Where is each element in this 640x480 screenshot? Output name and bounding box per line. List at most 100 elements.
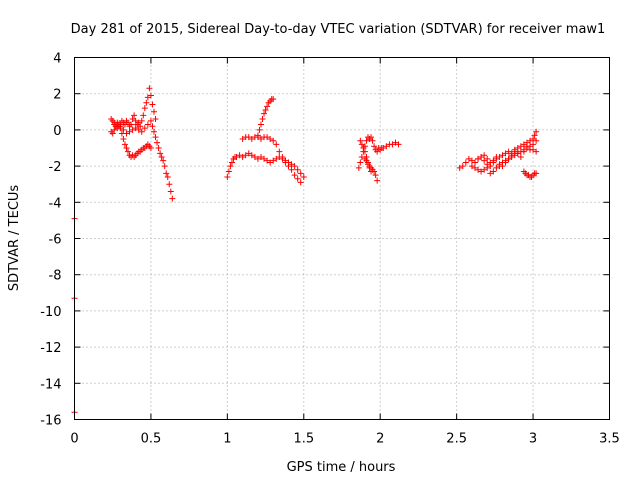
data-point (120, 126, 127, 133)
data-point (360, 145, 367, 151)
data-point (484, 164, 491, 171)
data-point (245, 150, 252, 157)
data-point (361, 148, 368, 155)
y-tick-label: -16 (40, 414, 61, 429)
y-tick-label: 4 (53, 52, 61, 67)
data-point (135, 126, 142, 133)
data-point (262, 106, 269, 113)
data-point (248, 135, 255, 142)
data-point (254, 155, 261, 162)
data-point (125, 119, 131, 126)
data-point (288, 166, 295, 173)
data-point (147, 117, 154, 124)
data-point (481, 157, 488, 164)
data-point (121, 121, 128, 128)
data-point (228, 159, 235, 166)
y-tick-label: -4 (49, 196, 62, 211)
data-point (273, 155, 280, 162)
data-point (471, 159, 478, 166)
data-point (372, 172, 379, 179)
data-point (270, 157, 277, 164)
data-point (242, 152, 249, 159)
data-point (146, 85, 153, 92)
data-point (527, 146, 534, 153)
data-point (150, 128, 157, 135)
data-point (157, 150, 164, 157)
data-point (261, 110, 268, 117)
data-point (123, 130, 130, 137)
data-point (355, 164, 362, 171)
data-point (270, 137, 277, 144)
data-point (514, 145, 521, 151)
data-point (490, 168, 497, 175)
data-point (160, 157, 167, 164)
data-point (499, 163, 506, 170)
data-point (291, 163, 298, 170)
data-point (251, 154, 258, 161)
data-point (137, 123, 144, 130)
data-point (257, 154, 264, 161)
data-point (236, 152, 243, 159)
y-tick-label: -6 (49, 233, 62, 248)
series-arc-3 (355, 134, 402, 175)
x-tick-label: 0 (70, 432, 78, 447)
data-point (111, 126, 118, 133)
data-point (297, 179, 304, 186)
data-point (380, 145, 387, 151)
data-point (527, 137, 534, 144)
data-point (533, 137, 540, 144)
data-point (392, 139, 399, 146)
series-arc-3b (361, 155, 381, 184)
data-point (481, 152, 488, 159)
data-point (144, 121, 151, 128)
data-point (114, 121, 121, 128)
y-axis-label: SDTVAR / TECUs (7, 185, 22, 292)
data-point (154, 139, 161, 146)
data-point (487, 170, 494, 177)
data-point (147, 145, 154, 151)
data-point (264, 134, 271, 141)
data-point (129, 126, 136, 133)
data-point (141, 125, 148, 132)
data-point (149, 123, 156, 130)
data-point (368, 134, 375, 141)
data-point (369, 137, 376, 144)
x-tick-label: 2 (376, 432, 384, 447)
data-point (267, 159, 274, 166)
data-point (530, 141, 537, 148)
data-point (111, 119, 118, 126)
data-point (167, 188, 174, 195)
data-point (117, 123, 124, 130)
data-point (164, 173, 171, 180)
data-point (493, 154, 500, 161)
data-point (481, 166, 488, 173)
data-point (487, 159, 494, 166)
data-point (520, 148, 527, 155)
data-point (294, 166, 301, 173)
data-point (273, 141, 280, 148)
data-point (225, 168, 232, 175)
data-point (161, 163, 168, 170)
data-point (256, 126, 263, 133)
data-point (496, 161, 503, 168)
data-point (163, 170, 170, 177)
data-point (129, 116, 136, 123)
x-tick-label: 2.5 (446, 432, 467, 447)
data-point (288, 161, 295, 168)
chart-title: Day 281 of 2015, Sidereal Day-to-day VTE… (71, 22, 606, 37)
data-point (131, 112, 138, 119)
series-arc-1c (111, 117, 176, 202)
data-point (493, 164, 500, 171)
data-point (144, 94, 151, 101)
x-axis-label: GPS time / hours (287, 460, 396, 475)
data-point (150, 108, 157, 115)
data-point (459, 163, 466, 170)
data-point (155, 145, 162, 151)
ticks-layer: 0 0.5 1 1.5 2 2.5 3 3.5 4 2 0 -2 -4 -6 -8 -10 -12 -14 -16 (40, 52, 620, 447)
data-point (239, 154, 246, 161)
data-point (514, 150, 521, 157)
data-point (233, 154, 240, 161)
data-point (475, 166, 482, 173)
data-point (147, 92, 154, 99)
